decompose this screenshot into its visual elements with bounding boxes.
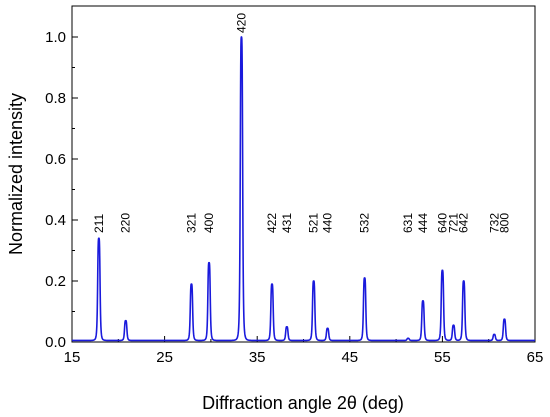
axis-tick-labels: 15 25 35 45 55 65 0.0 0.2 0.4 0.6 0.8 1.0 bbox=[45, 29, 543, 366]
y-tick-label: 0.0 bbox=[45, 334, 66, 351]
peak-label-422: 422 bbox=[265, 213, 279, 233]
diffraction-line bbox=[72, 36, 535, 342]
x-tick-label: 35 bbox=[249, 349, 266, 366]
peak-label-321: 321 bbox=[185, 213, 199, 233]
y-axis-label: Normalized intensity bbox=[6, 93, 26, 255]
peak-label-444: 444 bbox=[416, 213, 430, 233]
plot-frame bbox=[71, 5, 536, 343]
peak-label-631: 631 bbox=[401, 213, 415, 233]
peak-label-420: 420 bbox=[235, 13, 249, 33]
peak-label-400: 400 bbox=[202, 213, 216, 233]
peak-label-532: 532 bbox=[358, 213, 372, 233]
y-tick-label: 0.6 bbox=[45, 151, 66, 168]
y-tick-label: 0.4 bbox=[45, 212, 66, 229]
peak-label-721: 721 bbox=[447, 213, 461, 233]
peak-label-800: 800 bbox=[497, 213, 511, 233]
axis-ticks bbox=[71, 36, 536, 343]
x-tick-label: 25 bbox=[156, 349, 173, 366]
peak-label-440: 440 bbox=[321, 213, 335, 233]
x-axis-label: Diffraction angle 2θ (deg) bbox=[202, 393, 404, 413]
peak-label-211: 211 bbox=[92, 214, 106, 233]
peak-label-642: 642 bbox=[457, 213, 471, 233]
peak-label-220: 220 bbox=[119, 213, 133, 233]
peak-label-640: 640 bbox=[435, 213, 449, 233]
x-tick-label: 65 bbox=[527, 349, 544, 366]
peak-label-431: 431 bbox=[280, 213, 294, 233]
peak-label-732: 732 bbox=[487, 213, 501, 233]
x-tick-label: 45 bbox=[341, 349, 358, 366]
x-tick-label: 55 bbox=[434, 349, 451, 366]
y-tick-label: 1.0 bbox=[45, 29, 66, 46]
y-tick-label: 0.2 bbox=[45, 273, 66, 290]
x-tick-label: 15 bbox=[64, 349, 81, 366]
y-tick-label: 0.8 bbox=[45, 90, 66, 107]
peak-label-521: 521 bbox=[307, 213, 321, 233]
